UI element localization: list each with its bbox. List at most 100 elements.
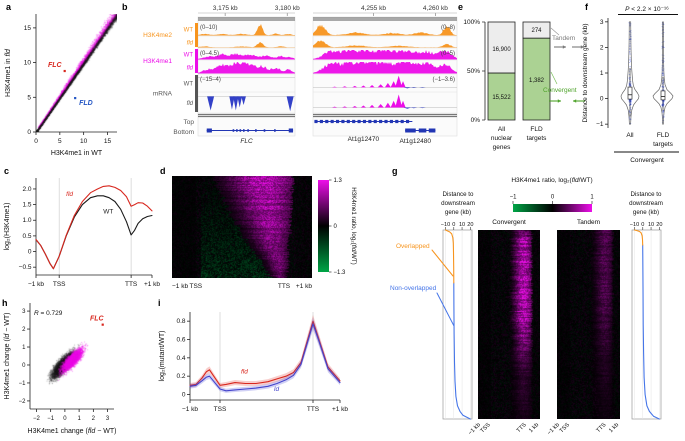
violin-point [629,112,632,113]
chart-shape [436,292,455,327]
chart-shape [35,185,153,270]
violin-point [628,82,631,84]
x-tick-label: 1 [77,416,81,422]
chart-shape [642,244,660,420]
series-label: ld [274,386,279,393]
y-axis-label: Distance to downstream gene (kb) [582,24,589,123]
exon [232,129,235,132]
x-axis-label: H3K4me1 change (fld − WT) [28,428,117,435]
panel-i-line-band: 0 0.2 0.4 0.6 0.8 −1 kb TSS TTS +1 kb log₂(mutant… [152,295,390,441]
x-tick-label: 3 [106,416,110,422]
violin-point [662,109,665,111]
category-label: nuclear [491,135,513,142]
violin-point [629,30,631,32]
violin-plot: 3 2 1 0 −1 Distance to downstream gene (kb) P … [582,6,679,164]
exon [368,119,372,124]
y-tick-label: 2 [600,44,604,51]
track-scale: (0–5) [441,51,455,57]
y-axis-label: H3K4me1 in fld [5,48,12,97]
x-tick-label: TSS [189,283,202,290]
chart-shape [207,96,215,111]
chart-shape [431,249,454,277]
violin-point [629,107,632,109]
panel-b-label: b [122,2,128,12]
violin-point [629,59,631,61]
violin-point [661,86,664,88]
chart-shape [332,106,338,108]
panel-b-genome-browser: 3,175 kb 3,180 kb 4,255 kb 4,260 kb H3K4me2 W… [118,0,463,160]
heatmap-tandem-canvas [557,230,620,419]
violin-point [661,72,664,73]
panel-i-label: i [158,298,161,308]
x-tick-label: −1 kb [172,283,188,290]
chart-shape [313,24,457,36]
violin-point [629,25,632,26]
panel-c-metagene-line: −0.5 0 0.5 1.0 1.5 2.0 −1 kb TSS TTS +1 kb log₂(H3… [0,163,160,300]
violin-point [629,101,632,103]
x-tick-label: TTS [125,281,138,288]
track-scale: (0–4.5) [200,51,219,57]
metagene-plot: 0 0.2 0.4 0.6 0.8 −1 kb TSS TTS +1 kb log₂(mutant… [159,312,348,413]
chart-shape [390,81,397,88]
exon [319,119,323,124]
chart-shape [562,45,566,49]
y-tick-label: −1 [596,121,604,128]
violin-box [627,86,633,100]
segment-value: 15,522 [492,95,511,101]
y-axis-label: log₂(H3K4me1) [4,203,11,251]
violin-point [662,65,664,67]
chart-shape [313,40,457,48]
violin-point [662,101,665,103]
violin-point [661,85,664,87]
exon [362,119,367,124]
violin-point [629,43,632,44]
chart-shape [369,84,375,88]
violin-point [629,83,632,85]
violin-point [629,100,632,102]
violin-point [629,101,632,103]
violin-point [662,62,664,64]
y-tick-label: 0 [22,363,26,369]
strand-label-top: Top [184,119,195,126]
side-x-tick-label: 0 [641,222,644,228]
violin-point [628,51,631,52]
violin-point [628,39,631,40]
chart-shape [352,105,358,108]
chart-shape [352,85,358,88]
bar-convergent-segment [522,37,551,121]
violin-point [662,101,665,103]
violin-point [628,109,631,111]
violin-point [629,25,631,27]
x-tick-label: 0 [34,138,38,145]
x-tick-label: 10 [80,138,88,145]
violin-point [629,37,632,39]
violin-point [629,102,632,104]
stacked-bar-chart: 100% 50% 0% 16,900 15,522 All nuclear genes 274 1… [463,19,585,151]
violin-point [630,109,632,110]
side-plot-title: Distance to [631,191,663,198]
chart-shape [580,45,584,49]
exon [395,119,399,124]
side-plot-title: downstream [629,200,663,207]
violin-point [628,102,631,103]
violin-point [662,78,665,80]
exon [389,119,393,124]
colorbar-tick-label: 1 [590,195,594,201]
chart-shape [557,99,561,103]
coordinate-label: 3,175 kb [213,5,238,12]
chart-shape [233,96,239,111]
x-tick-label: −1 kb [182,406,198,413]
chart-shape [453,282,471,420]
exon [405,119,410,124]
violin-point [629,81,632,83]
y-tick-label: 0 [182,392,186,399]
side-x-tick-label: 10 [459,222,465,228]
y-tick-label: −0.5 [19,264,32,271]
x-axis-label: H3K4me1 in WT [51,150,103,157]
y-tick-label: 1 [600,70,604,77]
violin-point [629,31,631,33]
violin-point [662,80,665,82]
x-tick-label: 15 [104,138,112,145]
exon [255,129,257,132]
